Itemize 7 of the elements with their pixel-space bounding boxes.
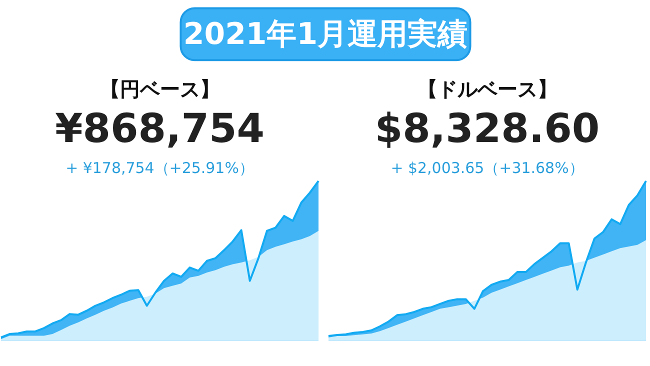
text: ¥868,754 xyxy=(54,106,265,152)
chart-title: 【ドルベース】 xyxy=(417,77,558,102)
text: $8,328.60 xyxy=(374,106,600,152)
text: + ¥178,754（+25.91%） xyxy=(66,158,254,177)
chart-title: 【円ベース】 xyxy=(100,77,220,102)
text: 2021年1月運用実績 xyxy=(183,17,468,52)
text: + $2,003.65（+31.68%） xyxy=(390,158,584,177)
